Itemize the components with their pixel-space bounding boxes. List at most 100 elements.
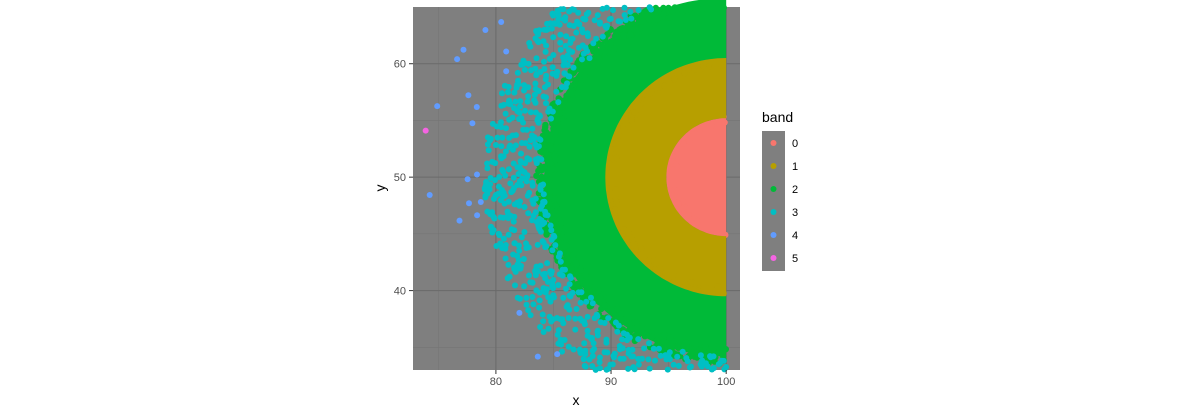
point xyxy=(516,109,523,116)
point xyxy=(616,346,623,353)
point xyxy=(546,160,553,167)
point xyxy=(529,182,536,189)
point xyxy=(454,56,461,63)
point xyxy=(561,58,568,65)
point xyxy=(434,103,441,110)
point xyxy=(540,181,547,188)
point xyxy=(507,180,514,187)
point xyxy=(539,202,546,209)
point xyxy=(698,363,705,370)
point xyxy=(498,102,505,109)
point xyxy=(499,167,506,173)
point xyxy=(656,84,663,91)
point xyxy=(537,324,544,330)
point xyxy=(456,217,463,224)
point xyxy=(544,26,551,33)
point xyxy=(610,352,617,359)
point xyxy=(569,96,577,103)
point xyxy=(609,361,616,368)
point xyxy=(614,305,621,313)
point xyxy=(606,160,613,167)
point xyxy=(613,198,620,205)
point xyxy=(550,52,557,58)
point xyxy=(690,66,697,73)
point xyxy=(518,234,525,241)
point xyxy=(671,4,678,11)
point xyxy=(550,34,557,41)
point xyxy=(546,55,553,62)
point xyxy=(533,55,540,62)
point xyxy=(569,252,577,259)
point xyxy=(517,295,523,302)
point xyxy=(631,366,638,373)
point xyxy=(578,76,585,83)
point xyxy=(549,10,556,17)
point xyxy=(535,39,542,46)
point xyxy=(548,145,555,153)
point xyxy=(646,340,652,347)
point xyxy=(525,84,532,91)
point xyxy=(537,186,544,193)
point xyxy=(541,148,549,155)
legend-key-4 xyxy=(770,232,777,238)
point xyxy=(473,104,480,110)
point xyxy=(549,165,556,173)
point xyxy=(628,19,635,27)
point xyxy=(613,28,620,36)
point xyxy=(588,294,594,301)
point xyxy=(562,42,569,49)
point xyxy=(576,274,584,282)
point xyxy=(692,341,700,349)
point xyxy=(557,316,564,323)
point xyxy=(650,345,657,352)
point xyxy=(563,285,569,292)
point xyxy=(575,9,582,16)
point xyxy=(582,272,589,279)
point xyxy=(555,282,562,289)
legend-label-1: 1 xyxy=(792,161,798,173)
point xyxy=(557,258,564,265)
point xyxy=(573,281,581,288)
point xyxy=(560,294,567,301)
point xyxy=(688,363,694,370)
point xyxy=(543,72,550,79)
point xyxy=(559,348,565,355)
point xyxy=(521,87,527,94)
legend-key-1 xyxy=(770,163,777,169)
point xyxy=(538,156,545,163)
point xyxy=(487,181,494,188)
point xyxy=(567,275,574,282)
point xyxy=(657,265,664,273)
point xyxy=(721,119,728,126)
point xyxy=(612,215,619,222)
point xyxy=(505,89,511,96)
point xyxy=(624,227,632,234)
point xyxy=(688,278,695,286)
point xyxy=(666,349,673,356)
point xyxy=(540,329,547,335)
point xyxy=(549,247,556,254)
point xyxy=(667,158,675,165)
point xyxy=(575,289,582,296)
point xyxy=(584,327,591,334)
point xyxy=(599,33,606,40)
point xyxy=(525,244,532,251)
point xyxy=(543,42,550,49)
point xyxy=(516,202,523,209)
point xyxy=(540,93,547,100)
point xyxy=(498,119,504,126)
point xyxy=(513,132,519,139)
point xyxy=(551,20,557,27)
point xyxy=(577,299,584,306)
point xyxy=(648,333,656,340)
point xyxy=(580,50,587,57)
point xyxy=(645,257,653,264)
point xyxy=(520,256,527,262)
point xyxy=(556,110,563,117)
point xyxy=(526,272,532,279)
point xyxy=(581,340,588,347)
point xyxy=(504,208,511,215)
point xyxy=(679,343,687,350)
point xyxy=(541,66,548,72)
point xyxy=(538,217,545,224)
